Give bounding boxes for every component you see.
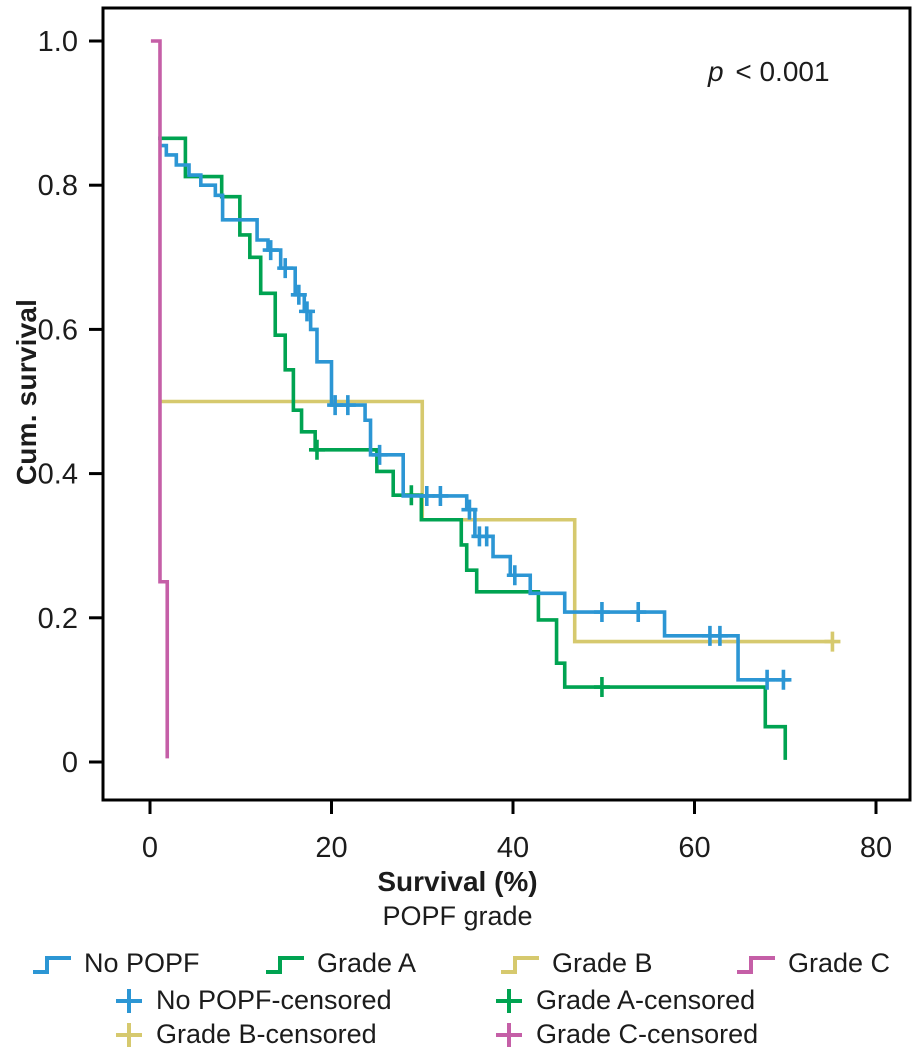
- legend-label-grade-a-censored: Grade A-censored: [536, 985, 756, 1015]
- legend-label-grade-b-censored: Grade B-censored: [156, 1019, 377, 1049]
- censor-mark-no-popf: [759, 669, 776, 690]
- plot-frame: [101, 6, 912, 802]
- censor-mark-no-popf: [418, 485, 435, 506]
- survival-curve-grade-b: [159, 399, 833, 644]
- p-value-annotation: p < 0.001: [708, 56, 830, 88]
- censor-mark-no-popf: [478, 526, 495, 547]
- censor-mark-no-popf: [371, 444, 388, 465]
- y-tick-label: 0.2: [38, 603, 78, 635]
- censor-mark-no-popf: [290, 284, 307, 305]
- no-popf-censored-plus-icon: [116, 988, 142, 1013]
- legend-label-grade-a: Grade A: [317, 948, 417, 978]
- censor-mark-grade-a: [308, 439, 325, 460]
- censor-mark-no-popf: [461, 499, 478, 520]
- p-value-var: p: [708, 56, 724, 87]
- survival-curve-grade-a: [158, 136, 788, 760]
- legend-item-no-popf-censored: No POPF-censored: [112, 985, 392, 1016]
- legend-item-grade-b-censored: Grade B-censored: [112, 1019, 377, 1049]
- grade-a-step-icon: [266, 955, 304, 974]
- x-tick-label: 20: [315, 832, 347, 864]
- censor-mark-no-popf: [506, 565, 523, 586]
- no-popf-step-icon: [33, 955, 71, 974]
- x-tick-label: 60: [678, 832, 710, 864]
- legend-title: POPF grade: [382, 901, 533, 931]
- censor-mark-no-popf: [711, 625, 728, 646]
- legend-item-grade-c: Grade C: [734, 948, 890, 979]
- legend-label-grade-c-censored: Grade C-censored: [536, 1019, 759, 1049]
- legend-label-grade-b: Grade B: [552, 948, 653, 978]
- x-axis-title: Survival (%): [377, 866, 538, 897]
- grade-c-censored-plus-icon: [496, 1022, 522, 1047]
- legend-item-grade-a-censored: Grade A-censored: [492, 985, 755, 1016]
- x-tick-label: 40: [497, 832, 529, 864]
- grade-b-step-icon: [501, 955, 539, 974]
- survival-curve-grade-c: [150, 39, 170, 759]
- censor-mark-no-popf: [775, 669, 792, 690]
- legend-label-no-popf-censored: No POPF-censored: [156, 985, 392, 1015]
- censor-mark-grade-b: [824, 631, 841, 652]
- grade-b-censored-plus-icon: [116, 1022, 142, 1047]
- censor-mark-no-popf: [593, 602, 610, 623]
- p-value-rest: < 0.001: [727, 56, 830, 87]
- survival-curve-no-popf: [159, 143, 790, 682]
- censor-mark-grade-a: [593, 677, 610, 698]
- censor-mark-no-popf: [262, 240, 279, 261]
- y-tick-label: 0.4: [38, 459, 78, 491]
- legend-item-grade-a: Grade A: [263, 948, 416, 979]
- legend-label-grade-c: Grade C: [788, 948, 891, 978]
- censor-mark-no-popf: [277, 258, 294, 279]
- legend-item-no-popf: No POPF: [30, 948, 200, 979]
- y-tick-label: 0.6: [38, 314, 78, 346]
- grade-c-step-icon: [737, 955, 775, 974]
- y-tick-label: 0.8: [38, 170, 78, 202]
- y-tick-label: 0: [62, 747, 78, 779]
- censor-mark-no-popf: [432, 485, 449, 506]
- y-axis-title: Cum. survival: [11, 298, 42, 486]
- y-tick-label: 1.0: [38, 26, 78, 58]
- censor-mark-no-popf: [630, 602, 647, 623]
- legend-item-grade-b: Grade B: [498, 948, 653, 979]
- legend-item-grade-c-censored: Grade C-censored: [492, 1019, 758, 1049]
- censor-mark-no-popf: [298, 301, 315, 322]
- x-tick-label: 80: [860, 832, 892, 864]
- censor-mark-no-popf: [339, 395, 356, 416]
- x-tick-label: 0: [142, 832, 158, 864]
- legend-label-no-popf: No POPF: [84, 948, 200, 978]
- grade-a-censored-plus-icon: [496, 988, 522, 1013]
